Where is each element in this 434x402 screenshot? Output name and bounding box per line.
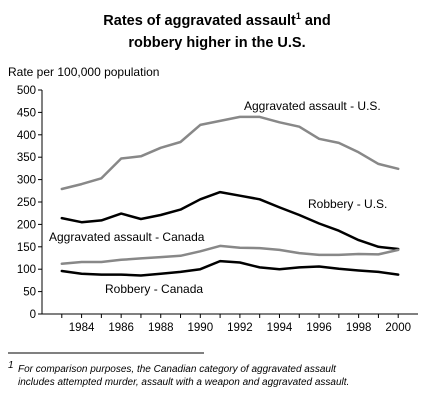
series-line-aggravated-assault-canada [60,244,400,266]
footnote-line1: For comparison purposes, the Canadian ca… [18,364,337,375]
y-tick-label: 400 [17,130,36,142]
x-tick-label: 1998 [346,322,372,334]
series-label-aggravated-assault-canada: Aggravated assault - Canada [49,230,205,244]
chart-title-line1: Rates of aggravated assault1 and [103,11,330,29]
series-line-aggravated-assault-u-s [60,115,400,191]
x-tick-label: 1986 [108,322,134,334]
footnote-marker: 1 [8,360,14,371]
y-tick-label: 350 [17,152,36,164]
y-tick-label: 300 [17,175,36,187]
y-tick-label: 0 [30,309,36,321]
y-tick-label: 100 [17,264,36,276]
series-lines [60,115,400,277]
y-tick-label: 500 [17,85,36,97]
series-line-robbery-u-s [60,190,400,251]
series-label-robbery-canada: Robbery - Canada [105,282,203,296]
footnote-line2: includes attempted murder, assault with … [18,377,349,388]
x-tick-label: 1992 [227,322,253,334]
x-tick-label: 1988 [148,322,174,334]
x-tick-label: 1994 [267,322,293,334]
y-tick-label: 250 [17,197,36,209]
series-label-robbery-us: Robbery - U.S. [308,197,387,211]
series-label-aggravated-assault-us: Aggravated assault - U.S. [244,99,381,113]
y-tick-label: 200 [17,219,36,231]
x-tick-label: 1996 [306,322,332,334]
series-line-robbery-canada [60,259,400,277]
x-tick-label: 1984 [69,322,95,334]
y-tick-label: 450 [17,107,36,119]
y-tick-label: 50 [23,287,36,299]
y-tick-label: 150 [17,242,36,254]
y-axis-ticks: 0 50 100 150 200 250 300 350 400 450 500 [17,85,42,321]
chart-title-line2: robbery higher in the U.S. [128,35,305,51]
y-axis-label: Rate per 100,000 population [8,65,159,79]
x-axis-ticks: 1984 1986 1988 1990 1992 1994 1996 1998 2000 [61,314,411,334]
x-tick-label: 2000 [385,322,411,334]
x-tick-label: 1990 [188,322,214,334]
